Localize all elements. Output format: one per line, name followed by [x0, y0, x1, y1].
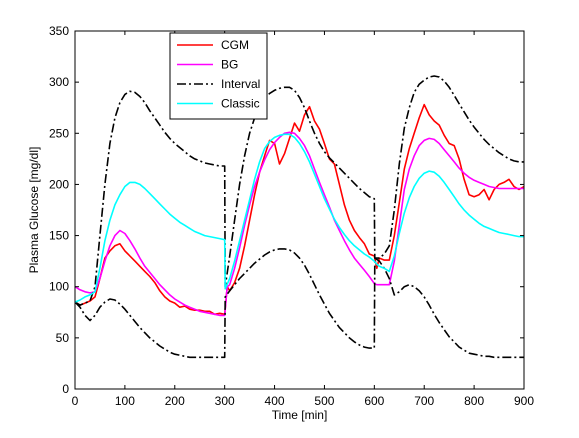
y-axis: 0 50 100 150 200 250 300 350	[49, 24, 524, 396]
x-axis: 0 100 200 300 400 500 600 700 800 900	[72, 31, 534, 408]
x-tick-label: 700	[414, 394, 434, 408]
x-axis-title: Time [min]	[272, 408, 328, 422]
legend-label: Interval	[221, 77, 260, 91]
plot-frame	[74, 30, 525, 390]
x-tick-label: 400	[265, 394, 285, 408]
y-tick-label: 100	[49, 280, 69, 294]
series-line-bg	[74, 131, 524, 317]
legend: CGM BG Interval Classic	[169, 32, 268, 120]
legend-label: BG	[221, 58, 238, 72]
series-line-interval-lower	[74, 248, 524, 359]
legend-label: Classic	[221, 97, 260, 111]
y-axis-title: Plasma Glucose [mg/dl]	[27, 147, 41, 274]
y-tick-label: 250	[49, 126, 69, 140]
x-tick-label: 900	[514, 394, 534, 408]
legend-box	[169, 32, 268, 120]
x-tick-label: 200	[165, 394, 185, 408]
x-tick-label: 600	[364, 394, 384, 408]
plot-area	[75, 31, 524, 389]
x-tick-label: 300	[215, 394, 235, 408]
series-layer	[74, 75, 525, 359]
x-tick-label: 0	[72, 394, 79, 408]
y-tick-label: 300	[49, 75, 69, 89]
y-tick-label: 0	[62, 382, 69, 396]
x-tick-label: 500	[314, 394, 334, 408]
y-tick-label: 150	[49, 229, 69, 243]
series-line-cgm	[74, 103, 525, 316]
legend-label: CGM	[221, 38, 249, 52]
series-line-classic	[74, 133, 524, 303]
x-tick-label: 100	[115, 394, 135, 408]
y-tick-label: 350	[49, 24, 69, 38]
x-tick-label: 800	[464, 394, 484, 408]
y-tick-label: 200	[49, 177, 69, 191]
y-tick-label: 50	[56, 331, 70, 345]
series-line-interval-upper	[74, 75, 524, 306]
